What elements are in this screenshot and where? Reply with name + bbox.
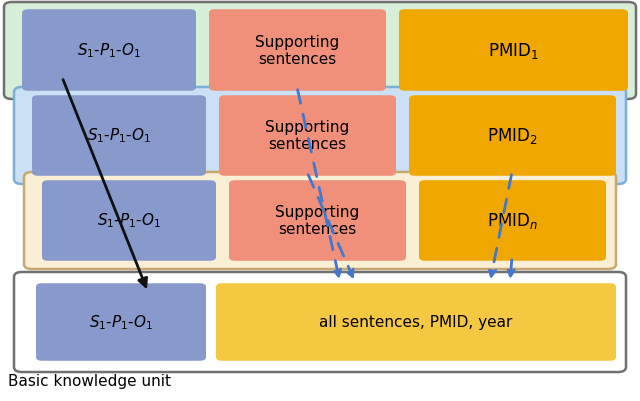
FancyBboxPatch shape <box>36 284 206 361</box>
FancyBboxPatch shape <box>42 181 216 261</box>
Text: $S_1$-$P_1$-$O_1$: $S_1$-$P_1$-$O_1$ <box>89 313 153 332</box>
FancyBboxPatch shape <box>399 10 628 91</box>
FancyBboxPatch shape <box>219 96 396 176</box>
FancyBboxPatch shape <box>209 10 386 91</box>
FancyBboxPatch shape <box>216 284 616 361</box>
FancyBboxPatch shape <box>24 172 616 269</box>
FancyBboxPatch shape <box>22 10 196 91</box>
Text: Supporting
sentences: Supporting sentences <box>255 35 339 67</box>
Text: all sentences, PMID, year: all sentences, PMID, year <box>319 315 513 330</box>
Text: $S_1$-$P_1$-$O_1$: $S_1$-$P_1$-$O_1$ <box>77 42 141 60</box>
Text: $S_1$-$P_1$-$O_1$: $S_1$-$P_1$-$O_1$ <box>87 126 151 145</box>
FancyBboxPatch shape <box>14 272 626 372</box>
Text: PMID$_2$: PMID$_2$ <box>487 126 537 146</box>
FancyBboxPatch shape <box>14 88 626 184</box>
Text: Supporting
sentences: Supporting sentences <box>265 119 349 152</box>
FancyBboxPatch shape <box>419 181 606 261</box>
Text: PMID$_1$: PMID$_1$ <box>488 41 538 61</box>
FancyBboxPatch shape <box>229 181 406 261</box>
FancyBboxPatch shape <box>32 96 206 176</box>
Text: $S_1$-$P_1$-$O_1$: $S_1$-$P_1$-$O_1$ <box>97 211 161 230</box>
Text: Basic knowledge unit: Basic knowledge unit <box>8 374 172 389</box>
Text: Supporting
sentences: Supporting sentences <box>275 204 359 237</box>
Text: PMID$_n$: PMID$_n$ <box>486 211 538 231</box>
FancyBboxPatch shape <box>409 96 616 176</box>
FancyBboxPatch shape <box>4 3 636 100</box>
